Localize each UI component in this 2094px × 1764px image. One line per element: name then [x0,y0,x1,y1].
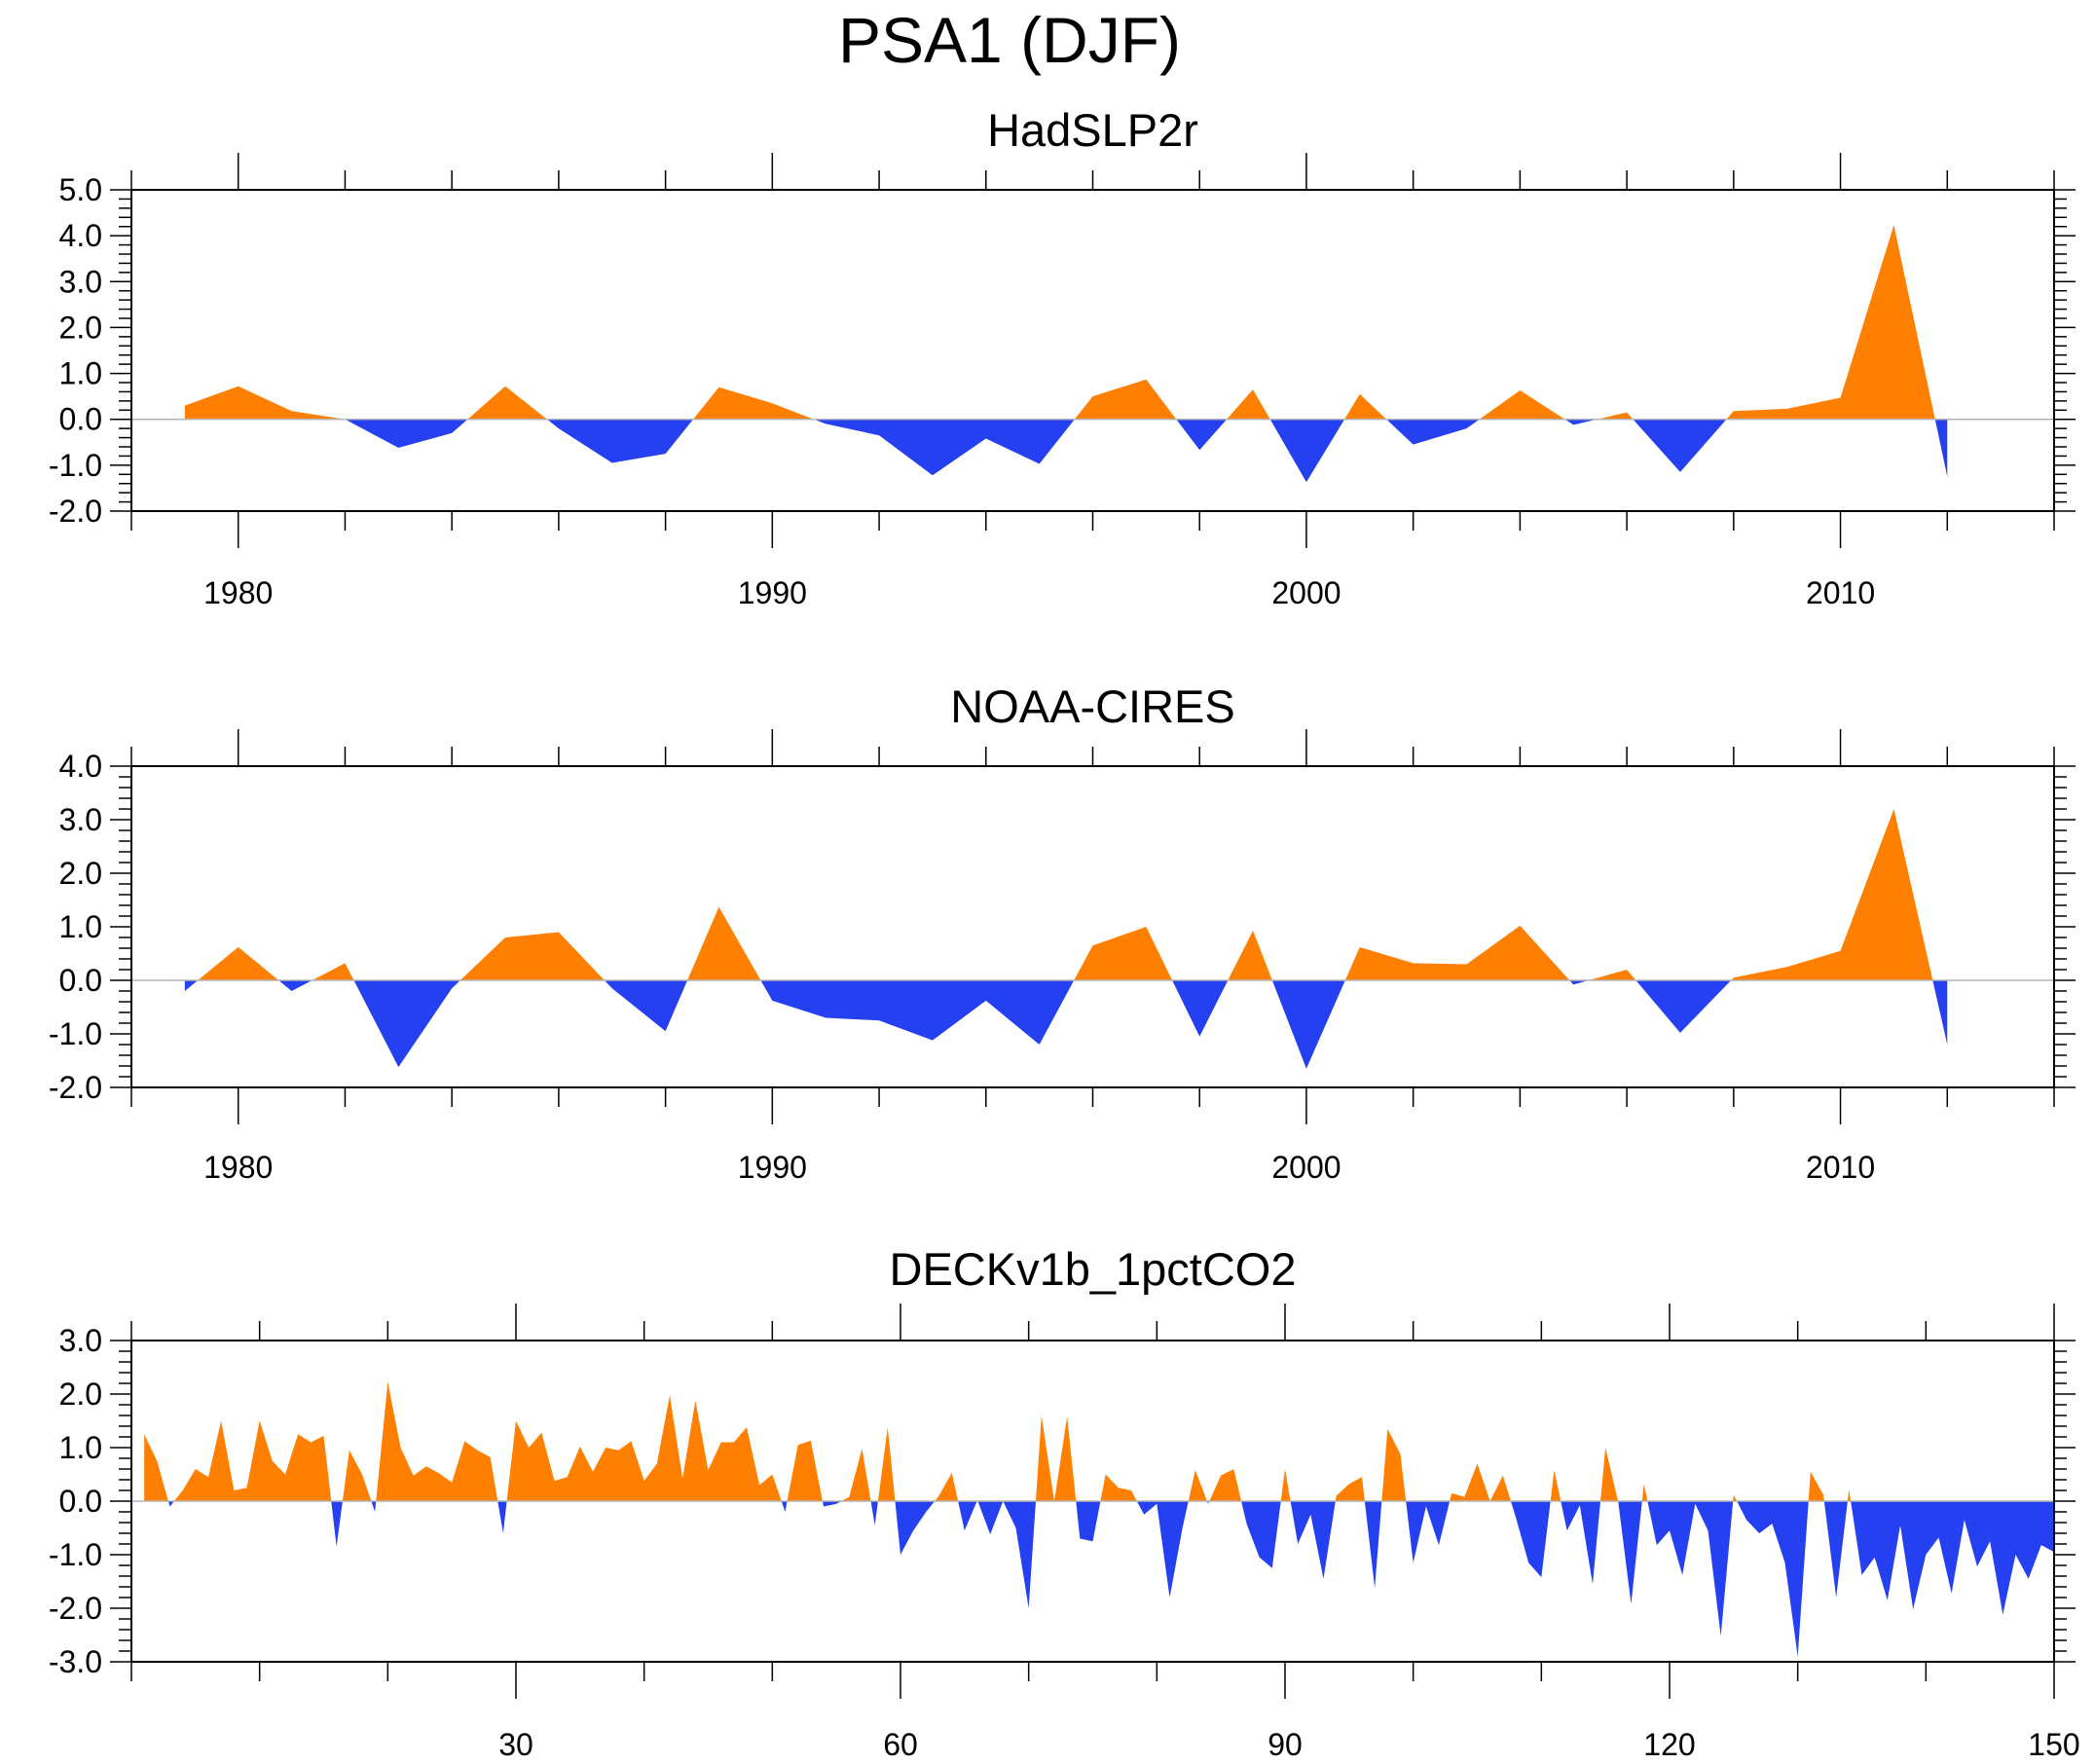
positive-area [144,1381,2054,1501]
chart-panel-3: DECKv1b_1pctCO2 -3.0 -2.0 -1.0 0.0 1.0 2.0 3.0 3… [49,1243,2080,1762]
plot-frame [130,765,2055,1088]
x-tick-label: 1990 [738,1150,807,1185]
chart-panel-1: HadSLP2r -2.0 -1.0 0.0 1.0 2.0 3.0 4.0 5.0 1980 19… [49,104,2076,610]
panel-title: DECKv1b_1pctCO2 [890,1243,1297,1295]
panel-title: NOAA-CIRES [950,680,1235,732]
y-tick-label: 1.0 [59,1430,102,1465]
y-tick-label: -3.0 [49,1644,102,1679]
x-tick-label: 1980 [203,575,273,610]
negative-area [184,419,1948,483]
panel-title: HadSLP2r [987,104,1198,156]
y-tick-label: 1.0 [59,909,102,944]
x-tick-label: 120 [1643,1727,1695,1759]
y-tick-label: -1.0 [49,1537,102,1572]
negative-area [144,1501,2054,1657]
positive-area [184,225,1948,420]
y-tick-label: 0.0 [59,402,102,437]
y-tick-label: 3.0 [59,1323,102,1358]
x-tick-label: 30 [498,1727,533,1759]
y-tick-label: -2.0 [49,1070,102,1105]
negative-area [184,980,1948,1069]
y-tick-label: 3.0 [59,802,102,837]
y-tick-label: 3.0 [59,264,102,299]
main-title: PSA1 (DJF) [838,4,1181,76]
y-tick-label: 2.0 [59,1377,102,1412]
x-tick-label: 2000 [1271,575,1341,610]
x-tick-label: 60 [883,1727,918,1759]
y-tick-label: 4.0 [59,218,102,253]
y-tick-label: -1.0 [49,1016,102,1051]
x-tick-label: 2010 [1806,575,1875,610]
y-tick-label: 0.0 [59,963,102,998]
x-tick-label: 1990 [738,575,807,610]
chart-panel-2: NOAA-CIRES -2.0 -1.0 0.0 1.0 2.0 3.0 4.0 1980 199… [49,680,2076,1185]
x-tick-label: 2010 [1806,1150,1875,1185]
y-tick-label: 2.0 [59,856,102,891]
y-tick-label: -2.0 [49,1591,102,1626]
y-tick-label: 5.0 [59,172,102,207]
x-tick-label: 90 [1267,1727,1303,1759]
plot-frame [130,189,2055,512]
y-tick-label: -2.0 [49,494,102,529]
positive-area [184,809,1948,980]
x-tick-label: 2000 [1271,1150,1341,1185]
y-tick-label: 0.0 [59,1484,102,1519]
y-tick-label: 1.0 [59,356,102,391]
y-tick-label: -1.0 [49,448,102,483]
y-tick-label: 2.0 [59,310,102,345]
x-tick-label: 1980 [203,1150,273,1185]
y-tick-label: 4.0 [59,749,102,784]
x-tick-label: 150 [2028,1727,2079,1759]
